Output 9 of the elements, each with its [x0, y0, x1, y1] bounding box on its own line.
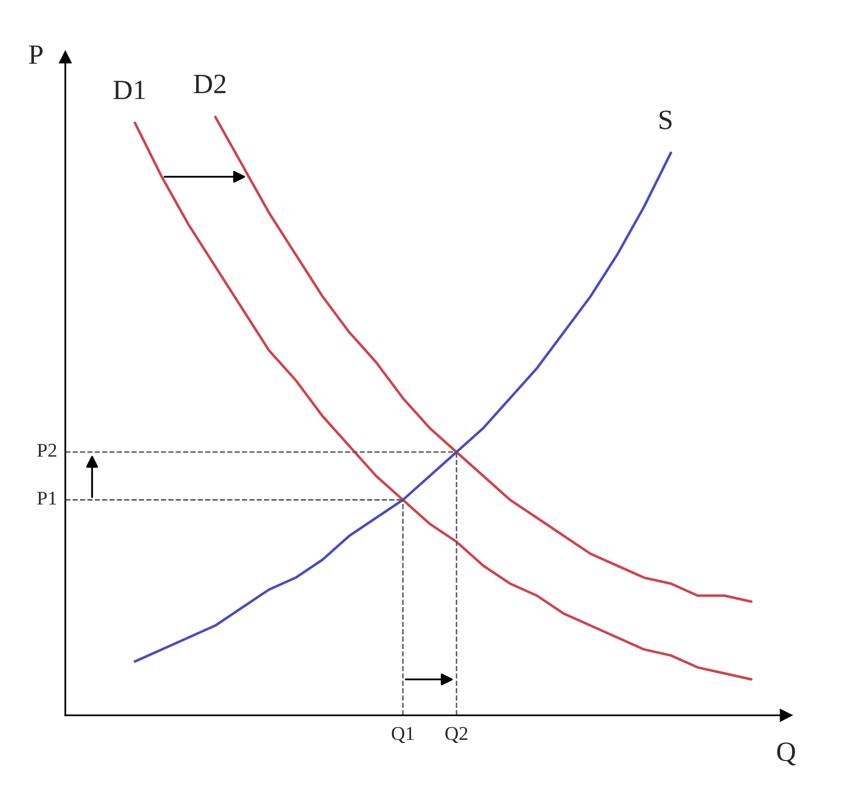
ref-line-label: P2 [37, 444, 56, 457]
ref-line-label: P1 [37, 492, 56, 505]
series-label: S [660, 110, 672, 130]
x-tick-label: Q2 [445, 727, 468, 744]
series-label: D1 [113, 80, 145, 100]
series-label: D2 [194, 74, 226, 94]
x-tick-label: Q1 [392, 727, 414, 744]
x-axis-title: Q [777, 742, 796, 766]
y-axis-title: P [29, 46, 43, 64]
